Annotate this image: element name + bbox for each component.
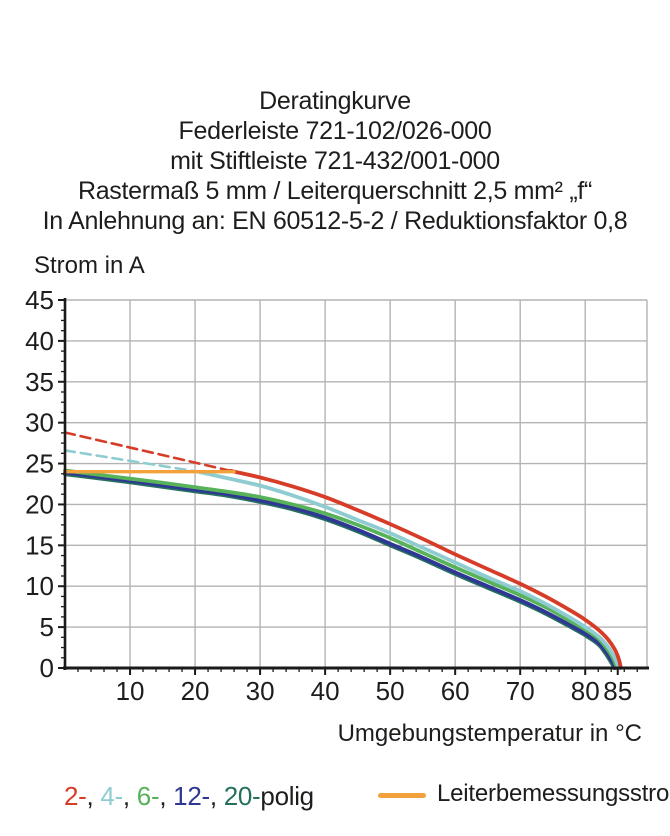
y-tick-label: 0 [40, 653, 54, 683]
x-tick-label: 70 [506, 676, 535, 706]
y-tick-label: 40 [25, 326, 54, 356]
x-axis-title: Umgebungstemperatur in °C [337, 720, 642, 747]
pole-legend-entry: 4- [100, 781, 123, 811]
pole-legend-entry: 6- [136, 781, 160, 811]
y-tick-label: 45 [25, 285, 54, 315]
y-tick-label: 15 [25, 530, 54, 560]
series-2-polig [228, 469, 623, 670]
x-tick-label: 85 [603, 676, 632, 706]
y-tick-label: 25 [25, 449, 54, 479]
y-tick-label: 30 [25, 408, 54, 438]
pole-legend-text: , [86, 781, 101, 811]
pole-count-legend: 2-, 4-, 6-, 12-, 20-polig [64, 781, 314, 812]
chart-title-block: Deratingkurve Federleiste 721-102/026-00… [0, 86, 670, 236]
y-tick-label: 35 [25, 367, 54, 397]
y-tick-label: 20 [25, 489, 54, 519]
title-line-3: mit Stiftleiste 721-432/001-000 [170, 147, 500, 175]
title-line-2: Federleiste 721-102/026-000 [178, 117, 492, 145]
pole-legend-text: polig [260, 781, 314, 811]
x-tick-label: 10 [116, 676, 145, 706]
series-4-polig [63, 449, 200, 474]
pole-legend-entry: 12- [173, 781, 210, 811]
title-line-5: In Anlehnung an: EN 60512-5-2 / Reduktio… [42, 207, 628, 235]
series-group [63, 431, 623, 670]
x-tick-label: 20 [181, 676, 210, 706]
tick-labels-group: 10 20 30 40 50 60 70 80 85 0 5 10 15 20 25 30 35 40 45 [25, 285, 632, 706]
title-line-4: Rastermaß 5 mm / Leiterquerschnitt 2,5 m… [77, 177, 593, 205]
pole-legend-text: , [159, 781, 174, 811]
y-axis-title: Strom in A [34, 252, 145, 279]
x-tick-label: 40 [311, 676, 340, 706]
x-tick-label: 30 [246, 676, 275, 706]
pole-legend-text: , [209, 781, 224, 811]
series-4-polig [196, 469, 620, 670]
series-20-polig [63, 472, 617, 670]
series-12-polig [63, 470, 618, 670]
rated-current-label: Leiterbemessungsstrom [437, 780, 670, 807]
series-2-polig [63, 431, 233, 473]
pole-legend-entry: 20- [223, 781, 261, 811]
pole-legend-text: , [122, 781, 137, 811]
axes-group [58, 298, 649, 675]
grid-group [65, 299, 648, 668]
x-tick-label: 60 [441, 676, 470, 706]
x-tick-label: 80 [571, 676, 600, 706]
x-tick-label: 50 [376, 676, 405, 706]
title-line-1: Deratingkurve [259, 87, 411, 115]
y-tick-label: 10 [25, 571, 54, 601]
series-6-polig [63, 468, 619, 670]
rated-current-legend: Leiterbemessungsstrom [378, 780, 670, 808]
rated-current-line-swatch [378, 792, 426, 798]
y-tick-label: 5 [40, 612, 54, 642]
pole-legend-entry: 2- [64, 781, 87, 811]
